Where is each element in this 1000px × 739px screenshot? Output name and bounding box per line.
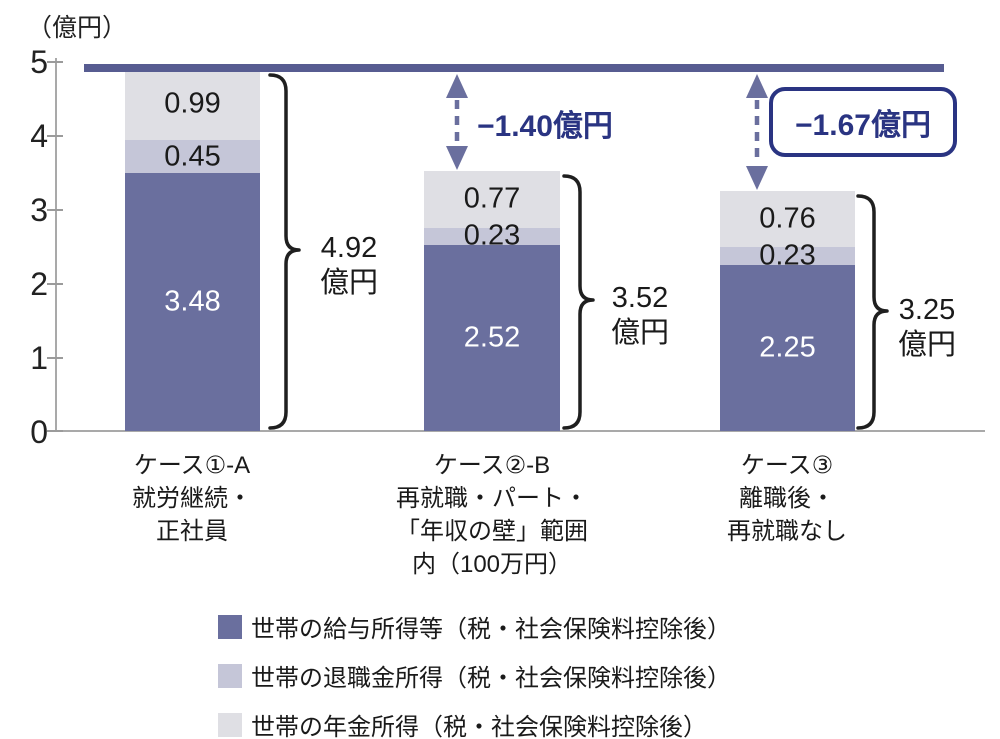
bar-case2-salary-segment: 2.52 — [424, 244, 560, 431]
category-label-case3-line1: ケース③ — [740, 452, 834, 479]
bar-case3-salary-value: 2.25 — [759, 331, 816, 364]
legend-swatch-retirement — [218, 663, 242, 688]
category-label-case2-line3: 「年収の壁」範囲 — [396, 518, 588, 545]
y-tick-mark-4 — [47, 135, 63, 137]
bar-case2-pension-segment: 0.77 — [424, 170, 560, 228]
category-label-case2-line4: 内（100万円） — [411, 551, 573, 578]
bar-case2-pension-value: 0.77 — [463, 182, 521, 215]
legend-item-salary: 世帯の給与所得等（税・社会保険料控除後） — [218, 609, 731, 644]
bar-case1-salary-segment: 3.48 — [125, 173, 260, 431]
legend-label-salary: 世帯の給与所得等（税・社会保険料控除後） — [251, 616, 731, 643]
legend-label-pension: 世帯の年金所得（税・社会保険料控除後） — [251, 714, 707, 739]
total-value-case2: 3.52 — [611, 282, 669, 314]
y-tick-label-1: 1 — [30, 340, 48, 376]
difference-callout-case3: −1.67億円 — [769, 87, 957, 157]
total-label-case2: 3.52 億円 — [599, 281, 681, 351]
y-tick-label-3: 3 — [30, 192, 48, 228]
category-label-case1-line2: 就労継続・ — [132, 485, 252, 512]
category-label-case2: ケース②-B 再就職・パート・ 「年収の壁」範囲 内（100万円） — [352, 449, 632, 581]
total-bracket-case1 — [268, 73, 301, 430]
y-tick-mark-5 — [47, 61, 63, 63]
bar-case2-retirement-segment: 0.23 — [424, 220, 560, 252]
bar-case3-pension-value: 0.76 — [759, 202, 816, 235]
y-tick-label-4: 4 — [30, 118, 48, 154]
category-label-case2-line2: 再就職・パート・ — [396, 485, 588, 512]
bar-case1-pension-segment: 0.99 — [125, 66, 260, 141]
bar-case3: 0.76 0.23 2.25 — [720, 191, 855, 431]
legend-item-pension: 世帯の年金所得（税・社会保険料控除後） — [218, 707, 731, 739]
category-label-case3-line2: 離職後・ — [739, 485, 835, 512]
difference-arrow-case2 — [446, 74, 468, 170]
total-label-case3: 3.25 億円 — [886, 293, 968, 363]
y-tick-mark-0 — [47, 430, 63, 432]
bar-case3-salary-segment: 2.25 — [720, 264, 855, 431]
legend-swatch-pension — [218, 712, 242, 737]
legend-label-retirement: 世帯の退職金所得（税・社会保険料控除後） — [251, 665, 731, 692]
total-unit-case3: 億円 — [897, 329, 956, 361]
x-axis-line — [55, 430, 985, 432]
total-bracket-case3 — [856, 194, 889, 430]
total-unit-case2: 億円 — [610, 317, 669, 349]
bar-case1: 0.99 0.45 3.48 — [125, 66, 260, 431]
bar-case1-salary-value: 3.48 — [164, 285, 221, 318]
difference-label-case2: −1.40億円 — [477, 110, 613, 143]
bar-case1-retirement-value: 0.45 — [164, 140, 221, 173]
y-tick-label-5: 5 — [30, 44, 48, 80]
category-label-case1-line3: 正社員 — [156, 518, 228, 545]
category-label-case1-line1: ケース①-A — [133, 452, 251, 479]
category-label-case3: ケース③ 離職後・ 再就職なし — [687, 449, 887, 548]
total-bracket-case2 — [562, 174, 595, 430]
total-label-case1: 4.92 億円 — [308, 231, 390, 301]
legend: 世帯の給与所得等（税・社会保険料控除後） 世帯の退職金所得（税・社会保険料控除後… — [218, 609, 731, 739]
y-tick-label-2: 2 — [30, 266, 48, 302]
legend-item-retirement: 世帯の退職金所得（税・社会保険料控除後） — [218, 658, 731, 693]
y-axis-line — [55, 58, 57, 431]
y-axis-unit-label: （億円） — [27, 14, 128, 42]
bar-case2: 0.77 0.23 2.52 — [424, 170, 560, 431]
total-value-case3: 3.25 — [898, 294, 956, 326]
category-label-case3-line3: 再就職なし — [727, 518, 847, 545]
bar-case2-salary-value: 2.52 — [463, 321, 521, 354]
y-tick-mark-3 — [47, 209, 63, 211]
reference-line — [84, 64, 944, 72]
total-unit-case1: 億円 — [319, 267, 378, 299]
y-tick-mark-2 — [47, 283, 63, 285]
legend-swatch-salary — [218, 614, 242, 639]
y-tick-mark-1 — [47, 357, 63, 359]
y-tick-label-0: 0 — [30, 414, 48, 450]
category-label-case1: ケース①-A 就労継続・ 正社員 — [92, 449, 292, 548]
difference-label-case3: −1.67億円 — [795, 109, 931, 142]
difference-arrow-case3 — [746, 74, 768, 190]
total-value-case1: 4.92 — [320, 232, 378, 264]
bar-case1-retirement-segment: 0.45 — [125, 140, 260, 174]
category-label-case2-line1: ケース②-B — [433, 452, 551, 479]
bar-case3-pension-segment: 0.76 — [720, 191, 855, 248]
bar-case3-retirement-segment: 0.23 — [720, 239, 855, 271]
bar-case1-pension-value: 0.99 — [164, 87, 221, 120]
